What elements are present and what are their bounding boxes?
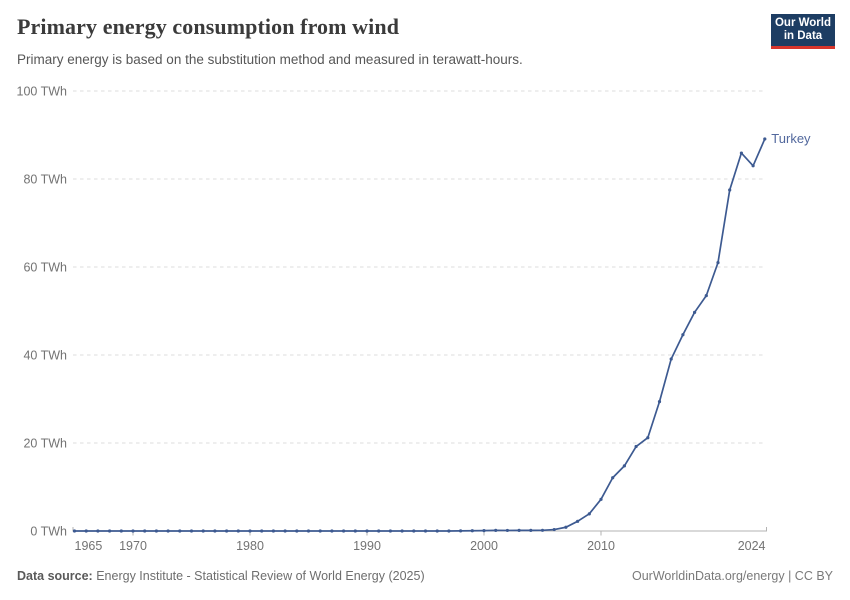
data-point[interactable] [646, 436, 650, 440]
data-point[interactable] [213, 529, 217, 533]
data-point[interactable] [72, 529, 77, 533]
data-point[interactable] [693, 310, 697, 314]
x-axis-tick-label: 1990 [353, 539, 381, 553]
data-point[interactable] [505, 528, 509, 533]
data-point[interactable] [143, 529, 147, 533]
data-point[interactable] [131, 529, 135, 533]
data-source-label: Data source: [17, 569, 93, 583]
data-point[interactable] [587, 512, 591, 516]
data-point[interactable] [260, 529, 264, 533]
data-point[interactable] [342, 529, 346, 533]
data-point[interactable] [576, 519, 580, 523]
owid-license-link[interactable]: OurWorldinData.org/energy | CC BY [631, 569, 833, 583]
data-point[interactable] [529, 528, 533, 532]
data-point[interactable] [84, 529, 88, 533]
data-point[interactable] [178, 529, 182, 533]
data-point[interactable] [611, 476, 615, 480]
data-point[interactable] [564, 525, 568, 529]
data-point[interactable] [751, 164, 755, 168]
data-point[interactable] [283, 529, 287, 533]
data-point[interactable] [669, 357, 673, 361]
data-point[interactable] [517, 528, 521, 532]
data-point[interactable] [599, 497, 603, 501]
y-axis-tick-label: 20 TWh [23, 436, 67, 450]
data-source-text: Energy Institute - Statistical Review of… [96, 569, 425, 583]
data-point[interactable] [739, 151, 744, 155]
x-axis-tick-label: 1980 [236, 539, 264, 553]
data-point[interactable] [622, 464, 627, 468]
data-source-note: Data source: Energy Institute - Statisti… [17, 569, 425, 583]
y-axis-tick-label: 80 TWh [23, 172, 67, 186]
data-point[interactable] [552, 527, 556, 532]
data-point[interactable] [540, 528, 545, 532]
data-point[interactable] [377, 529, 381, 533]
data-point[interactable] [494, 528, 498, 532]
y-axis-tick-label: 0 TWh [30, 524, 67, 538]
data-point[interactable] [681, 333, 685, 337]
data-point[interactable] [225, 529, 229, 533]
data-point[interactable] [119, 529, 123, 533]
owid-logo-line2: in Data [783, 30, 823, 42]
x-axis-tick-label: 1970 [119, 539, 147, 553]
data-point[interactable] [96, 529, 100, 533]
y-axis-tick-label: 60 TWh [23, 260, 67, 274]
x-axis-tick-label: 2000 [470, 539, 498, 553]
x-axis-tick-label: 2010 [587, 539, 615, 553]
data-point[interactable] [459, 529, 463, 533]
data-point[interactable] [248, 529, 252, 533]
series-label-turkey: Turkey [771, 131, 811, 146]
data-point[interactable] [236, 529, 240, 533]
data-point[interactable] [189, 529, 194, 533]
data-point[interactable] [423, 529, 428, 533]
x-axis-tick-label: 2024 [738, 539, 766, 553]
data-point[interactable] [447, 529, 451, 533]
owid-logo[interactable]: Our World in Data [771, 14, 835, 49]
x-axis-tick-label: 1965 [75, 539, 103, 553]
data-point[interactable] [435, 529, 439, 533]
data-point[interactable] [482, 529, 486, 533]
data-point[interactable] [704, 294, 708, 298]
data-point[interactable] [365, 529, 369, 533]
chart-subtitle: Primary energy is based on the substitut… [17, 52, 523, 67]
data-point[interactable] [400, 529, 404, 533]
data-point[interactable] [412, 529, 416, 533]
data-point[interactable] [470, 529, 474, 533]
data-point[interactable] [154, 529, 158, 533]
data-point[interactable] [295, 529, 299, 533]
data-point[interactable] [271, 529, 275, 533]
data-point[interactable] [108, 529, 112, 533]
data-point[interactable] [728, 188, 732, 192]
y-axis-tick-label: 100 TWh [17, 84, 68, 98]
data-point[interactable] [201, 529, 205, 533]
series-line-turkey[interactable] [73, 138, 766, 532]
data-point[interactable] [330, 529, 334, 533]
owid-logo-line1: Our World [774, 16, 831, 29]
data-point[interactable] [166, 529, 170, 533]
data-point[interactable] [306, 529, 311, 533]
page-title: Primary energy consumption from wind [17, 14, 400, 39]
data-point[interactable] [657, 400, 662, 404]
data-point[interactable] [318, 529, 322, 533]
y-axis-tick-label: 40 TWh [23, 348, 67, 362]
data-point[interactable] [763, 137, 767, 141]
data-point[interactable] [388, 529, 392, 533]
data-point[interactable] [353, 529, 357, 533]
data-point[interactable] [634, 444, 638, 449]
data-point[interactable] [716, 261, 720, 265]
